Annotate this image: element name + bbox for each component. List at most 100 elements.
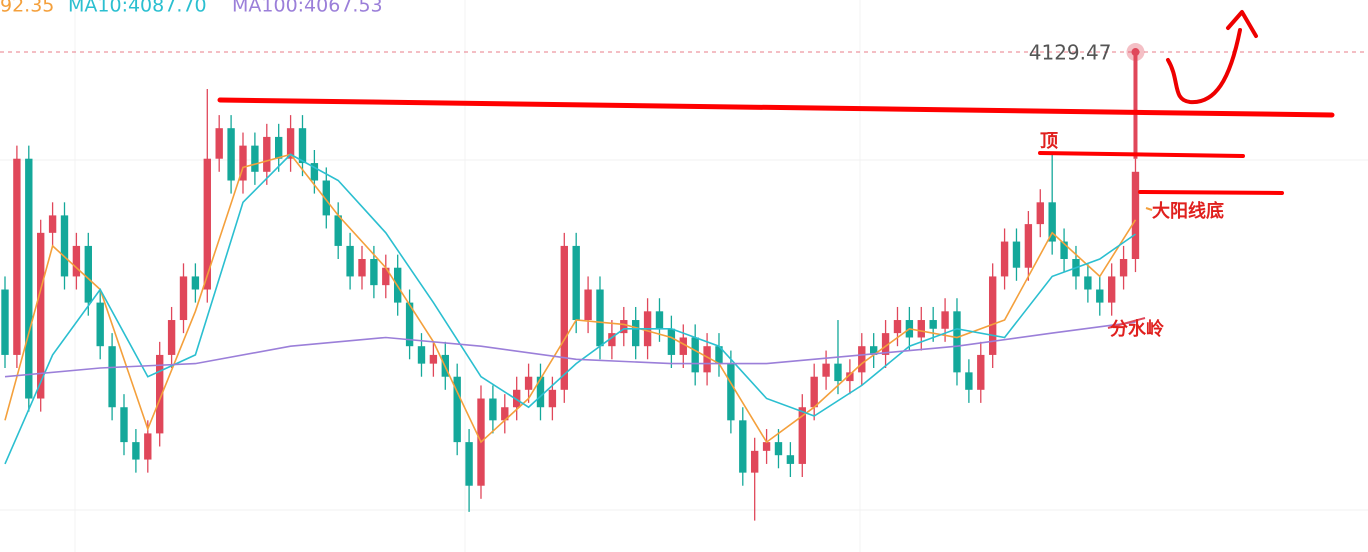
candle-body: [429, 354, 438, 364]
candle-body: [1024, 224, 1033, 268]
candle-body: [215, 128, 223, 159]
candle-body: [108, 346, 116, 408]
base-line: [1138, 190, 1284, 195]
candle-body: [572, 245, 580, 321]
candle-body: [1048, 202, 1056, 242]
candle-body: [405, 302, 414, 347]
plot: 4129.47: [0, 41, 1368, 521]
candle-body: [548, 389, 557, 408]
candle-body: [25, 158, 33, 399]
candle-body: [203, 158, 211, 290]
candle-body: [96, 302, 104, 347]
top-line: [1038, 151, 1245, 158]
candle-body: [310, 163, 319, 181]
candle-body: [798, 407, 806, 464]
pointer-line: [1107, 317, 1146, 329]
candle-body: [275, 136, 283, 159]
candle-body: [1107, 276, 1116, 303]
arrow: [1166, 10, 1258, 105]
candle-body: [227, 128, 235, 181]
last-price-dot: [1131, 48, 1140, 57]
candle-body: [655, 311, 664, 329]
candle-body: [358, 258, 366, 277]
candle-body: [834, 363, 842, 382]
ma-line: [4, 321, 1136, 378]
candle-body: [858, 346, 866, 373]
candle-body: [346, 245, 354, 277]
last-price-label: 4129.47: [1029, 41, 1112, 65]
candle-body: [465, 442, 473, 486]
candle-body: [750, 450, 759, 473]
candle-body: [1000, 241, 1009, 277]
candle-body: [167, 320, 176, 355]
candle-body: [286, 128, 295, 159]
candle-body: [1084, 276, 1092, 290]
candle-body: [239, 145, 247, 181]
legend: 92.35 MA10:4087.70 MA100:4067.53: [0, 0, 383, 17]
legend-entry: MA10:4087.70: [68, 0, 207, 17]
candle-body: [881, 333, 890, 355]
candle-body: [263, 136, 271, 172]
candle-body: [1012, 241, 1021, 268]
annotation: 顶: [1040, 131, 1058, 152]
candle-body: [251, 145, 259, 172]
candle-body: [608, 333, 616, 347]
candle-body: [631, 320, 640, 347]
candle-body: [703, 346, 711, 373]
candle-body: [929, 320, 937, 329]
candle-body: [869, 346, 878, 355]
candle-body: [48, 215, 57, 233]
candle-body: [120, 407, 128, 443]
candle-body: [72, 245, 81, 277]
annotation: 大阳线底: [1152, 200, 1224, 222]
candle-body: [965, 372, 973, 390]
annotation: 分水岭: [1110, 318, 1164, 340]
ma-line: [4, 153, 1137, 444]
candle-body: [322, 180, 330, 216]
candle-body: [727, 363, 735, 421]
ma-line: [4, 153, 1136, 465]
resistance-line: [217, 97, 1335, 118]
candle-body: [370, 258, 378, 286]
candle-body: [953, 311, 961, 373]
candle-body: [596, 289, 604, 347]
candle-body: [60, 215, 69, 277]
candle-body: [382, 267, 390, 286]
candle-body: [846, 372, 854, 382]
candle-body: [84, 245, 92, 303]
candle-body: [1096, 289, 1104, 303]
candle-body: [977, 354, 985, 390]
candle-body: [453, 376, 461, 443]
candle-body: [1131, 171, 1140, 259]
candle-body: [132, 442, 140, 460]
candle-body: [334, 215, 342, 246]
candle-body: [13, 158, 21, 355]
candle-body: [417, 346, 426, 364]
candle-body: [679, 337, 687, 355]
candle-body: [191, 276, 200, 290]
candle-body: [988, 276, 997, 355]
legend-entry: MA100:4067.53: [232, 0, 383, 17]
candle-body: [917, 320, 925, 338]
candle-body: [822, 363, 830, 377]
candle-body: [513, 389, 521, 408]
candle-body: [620, 320, 628, 334]
candle-body: [536, 376, 545, 408]
candle-body: [893, 320, 902, 334]
candle-body: [1036, 202, 1044, 225]
candle-body: [786, 455, 795, 464]
candle-body: [715, 346, 723, 364]
candle-body: [1060, 241, 1068, 259]
candle-body: [37, 232, 45, 399]
candle-body: [524, 376, 533, 390]
candle-body: [1119, 258, 1128, 277]
candle-body: [144, 433, 152, 460]
candle-body: [1, 289, 9, 355]
candle-body: [584, 289, 592, 321]
candle-body: [560, 245, 568, 390]
candle-body: [156, 354, 164, 434]
candle-body: [691, 337, 699, 373]
candle-body: [774, 442, 783, 456]
candle-body: [298, 128, 307, 164]
